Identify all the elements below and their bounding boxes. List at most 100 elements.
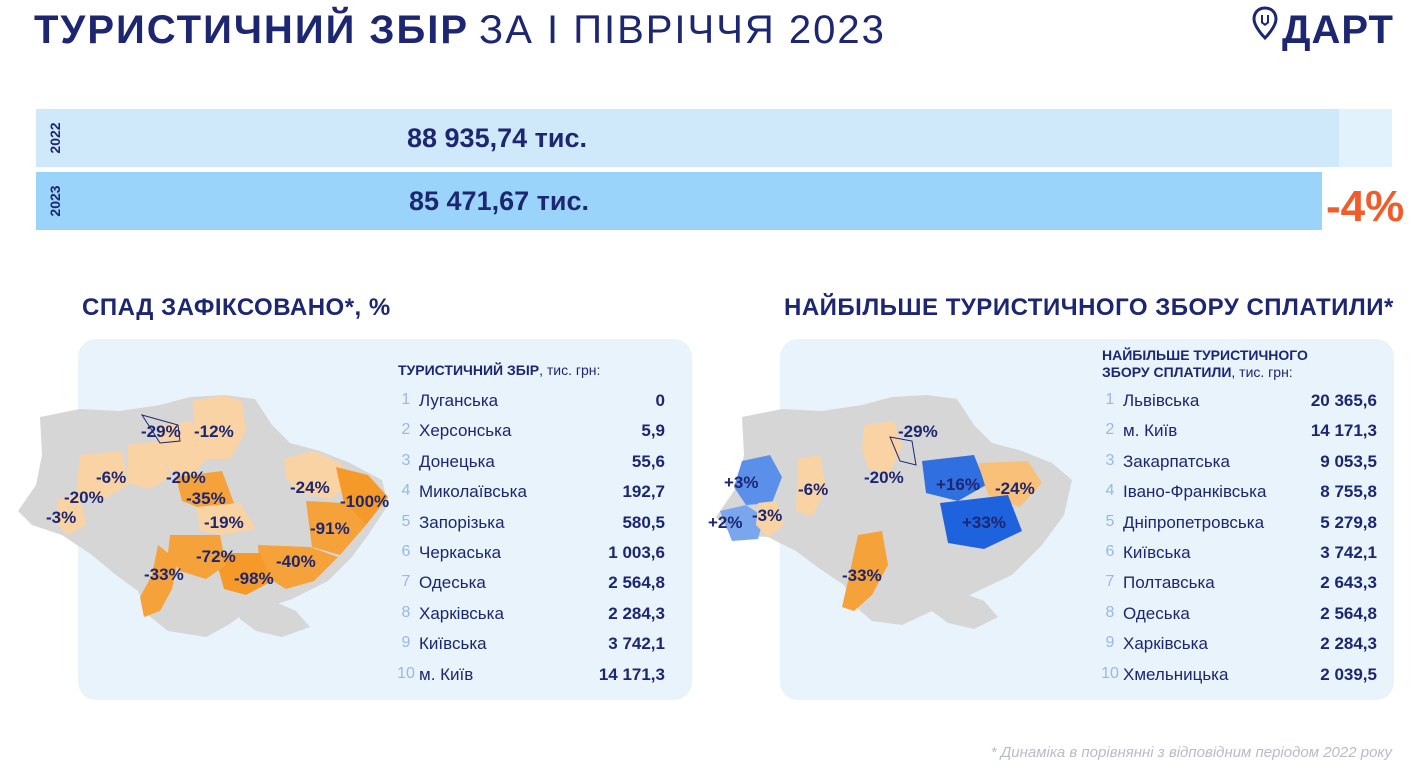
region-ivano-frankivsk [756, 501, 784, 537]
table-row: 10 Хмельницька 2 039,5 [1097, 665, 1377, 695]
row-value: 9 053,5 [1320, 451, 1377, 471]
row-region-name: м. Київ [1123, 421, 1178, 441]
right-table-title-line1: НАЙБІЛЬШЕ ТУРИСТИЧНОГО [1102, 347, 1308, 363]
row-region-name: Хмельницька [1123, 664, 1229, 684]
map-label: -3% [46, 508, 77, 527]
region-kherson [214, 553, 272, 595]
row-value: 580,5 [622, 512, 665, 532]
map-label: -20% [864, 468, 904, 487]
table-row: 8 Харківська 2 284,3 [393, 604, 665, 634]
bar-value: 85 471,67 тис. [409, 186, 589, 216]
year-label: 2023 [47, 185, 63, 217]
row-rank: 4 [1105, 482, 1115, 500]
row-region-name: Дніпропетровська [1123, 512, 1265, 532]
logo-text: ДАРТ [1282, 8, 1394, 52]
table-row: 6 Черкаська 1 003,6 [393, 543, 665, 573]
row-rank: 3 [1105, 451, 1115, 469]
region-chernihiv [192, 395, 246, 459]
row-value: 2 564,8 [608, 573, 665, 593]
right-section-title: НАЙБІЛЬШЕ ТУРИСТИЧНОГО ЗБОРУ СПЛАТИЛИ* [784, 294, 1394, 321]
year-label: 2022 [47, 122, 63, 154]
map-label: -29% [141, 422, 181, 441]
row-rank: 8 [401, 603, 411, 621]
row-value: 14 171,3 [598, 664, 665, 684]
map-label: -24% [995, 479, 1035, 498]
region-odesa [140, 545, 178, 617]
map-label: -35% [186, 489, 226, 508]
row-value: 2 284,3 [1320, 634, 1377, 654]
change-percent: -4% [1326, 182, 1405, 231]
row-rank: 10 [397, 664, 415, 682]
row-region-name: Харківська [1123, 634, 1208, 654]
left-table-unit: , тис. грн: [539, 362, 601, 378]
row-region-name: Закарпатська [1123, 451, 1230, 471]
row-value: 14 171,3 [1310, 421, 1377, 441]
table-row: 2 м. Київ 14 171,3 [1097, 421, 1377, 451]
table-row: 4 Івано-Франківська 8 755,8 [1097, 482, 1377, 512]
map-label: -20% [64, 488, 104, 507]
region-khmelnytskyi [796, 455, 826, 517]
row-rank: 7 [401, 573, 411, 591]
map-label: -33% [144, 565, 184, 584]
table-row: 6 Київська 3 742,1 [1097, 543, 1377, 573]
row-value: 2 284,3 [608, 603, 665, 623]
row-value: 5 279,8 [1320, 512, 1377, 532]
row-region-name: Київська [1123, 543, 1191, 562]
left-table-header: ТУРИСТИЧНИЙ ЗБІР, тис. грн: [398, 362, 600, 379]
region-odesa [842, 531, 888, 611]
row-region-name: Львівська [1123, 391, 1200, 410]
region-kyiv [160, 421, 206, 477]
region-kharkiv [978, 461, 1042, 507]
table-row: 4 Миколаївська 192,7 [393, 482, 665, 512]
table-row: 5 Запорізька 580,5 [393, 513, 665, 543]
region-zhytomyr [128, 441, 170, 489]
row-region-name: Донецька [419, 451, 495, 471]
left-table-title: ТУРИСТИЧНИЙ ЗБІР [398, 362, 540, 378]
row-region-name: Запорізька [419, 512, 505, 532]
table-row: 9 Київська 3 742,1 [393, 634, 665, 664]
row-region-name: Луганська [419, 391, 499, 410]
map-label: -6% [96, 468, 127, 487]
row-rank: 1 [401, 391, 411, 408]
bar-row-2022: 2022 88 935,74 тис. [36, 109, 1392, 167]
table-row: 7 Одеська 2 564,8 [393, 573, 665, 603]
row-rank: 10 [1101, 664, 1119, 682]
right-table-header: НАЙБІЛЬШЕ ТУРИСТИЧНОГО ЗБОРУ СПЛАТИЛИ, т… [1102, 347, 1308, 381]
region-poltava [922, 455, 986, 501]
row-value: 3 742,1 [608, 634, 665, 654]
table-row: 1 Луганська 0 [393, 391, 665, 421]
row-value: 3 742,1 [1320, 543, 1377, 562]
map-base-region [716, 395, 1072, 625]
map-label: -100% [340, 492, 390, 511]
region-kharkiv [284, 451, 350, 499]
left-section-title: СПАД ЗАФІКСОВАНО*, % [82, 294, 391, 321]
region-donetsk [306, 501, 366, 555]
right-ukraine-map [716, 395, 1072, 629]
right-table-title-line2: ЗБОРУ СПЛАТИЛИ [1102, 364, 1232, 380]
pin-logo-icon [1252, 6, 1278, 40]
map-label: -98% [234, 569, 274, 588]
map-label: -3% [752, 506, 783, 525]
logo: ДАРТ [1252, 6, 1397, 54]
table-row: 8 Одеська 2 564,8 [1097, 604, 1377, 634]
row-value: 2 643,3 [1320, 573, 1377, 593]
row-region-name: Харківська [419, 603, 504, 623]
region-mykolaiv [168, 535, 226, 579]
map-label: +33% [962, 513, 1006, 532]
row-value: 5,9 [641, 421, 665, 441]
leader-line [889, 436, 917, 466]
row-rank: 4 [401, 482, 411, 500]
map-label: -6% [798, 480, 829, 499]
row-region-name: Херсонська [419, 421, 512, 441]
map-label: +16% [936, 475, 980, 494]
row-rank: 2 [1105, 421, 1115, 439]
row-region-name: Полтавська [1123, 573, 1215, 593]
map-label: -12% [194, 422, 234, 441]
region-zaporizhzhia [258, 545, 338, 589]
bar-value: 88 935,74 тис. [407, 123, 587, 153]
row-region-name: Миколаївська [419, 482, 527, 502]
row-rank: 2 [401, 421, 411, 439]
row-region-name: м. Київ [419, 664, 474, 684]
region-kyiv [862, 421, 902, 473]
map-label: -33% [842, 566, 882, 585]
